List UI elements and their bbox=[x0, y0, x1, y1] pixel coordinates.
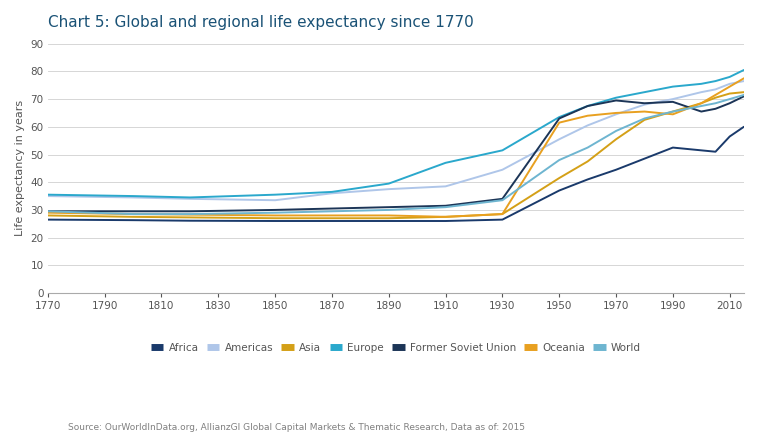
Text: Chart 5: Global and regional life expectancy since 1770: Chart 5: Global and regional life expect… bbox=[48, 15, 473, 30]
Y-axis label: Life expectancy in years: Life expectancy in years bbox=[15, 100, 25, 236]
Legend: Africa, Americas, Asia, Europe, Former Soviet Union, Oceania, World: Africa, Americas, Asia, Europe, Former S… bbox=[150, 343, 641, 353]
Text: Source: OurWorldInData.org, AllianzGI Global Capital Markets & Thematic Research: Source: OurWorldInData.org, AllianzGI Gl… bbox=[68, 422, 525, 432]
